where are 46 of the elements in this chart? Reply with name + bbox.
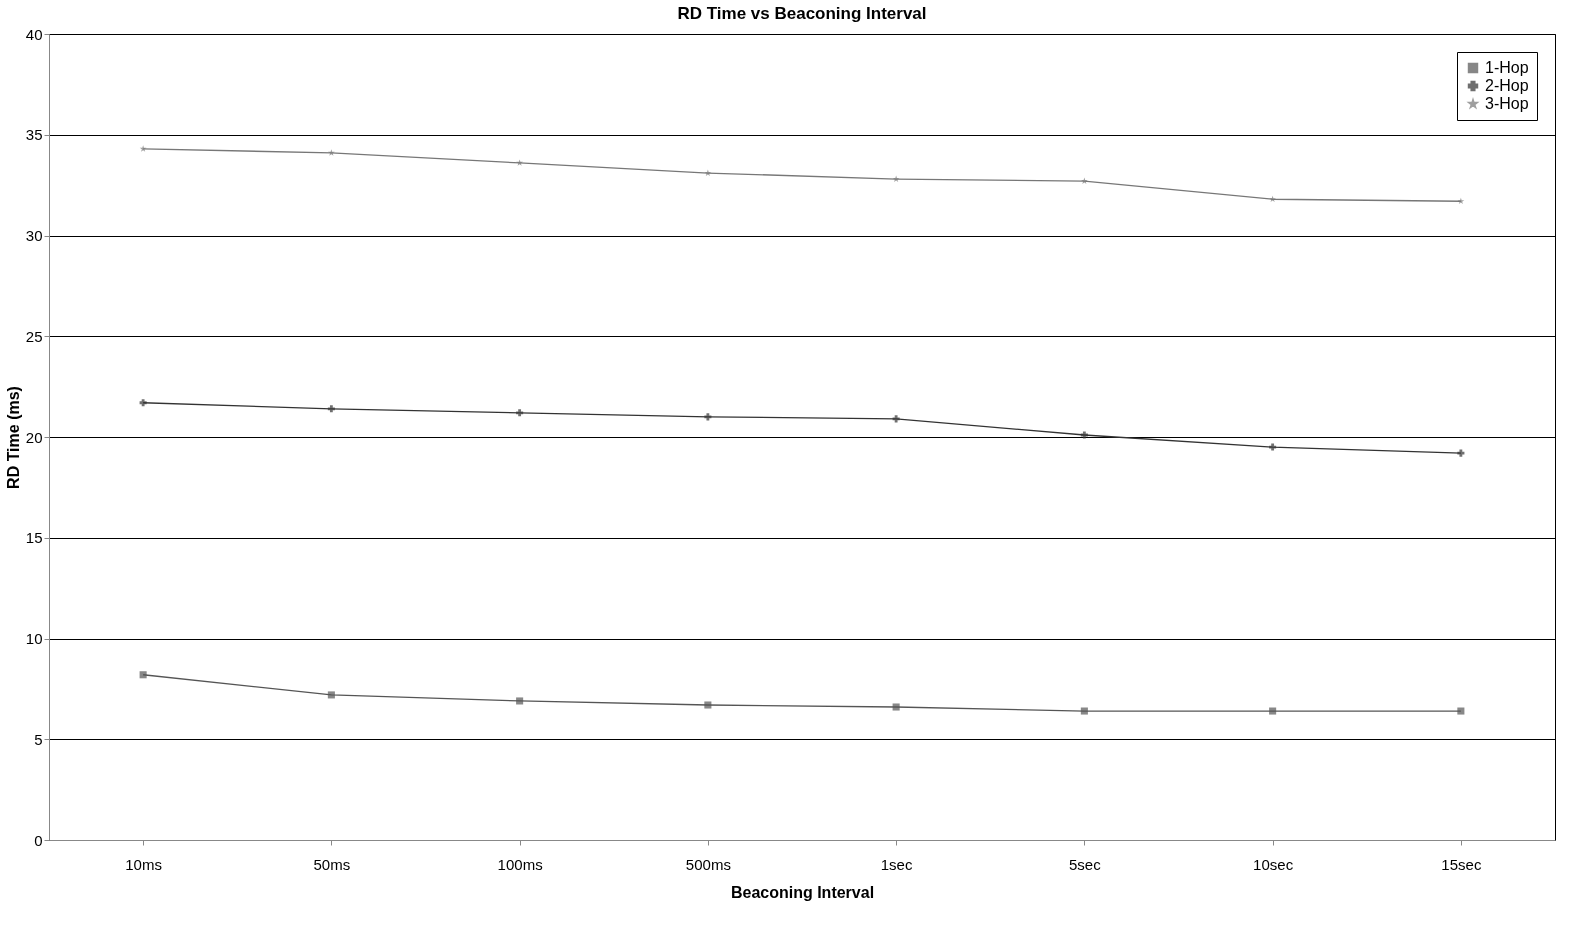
y-tick-label: 30 — [25, 227, 43, 244]
point — [1080, 431, 1088, 439]
y-tick-label: 5 — [34, 730, 43, 748]
x-axis-title: Beaconing Interval — [730, 883, 875, 901]
x-tick-label: 15sec — [1441, 855, 1482, 873]
y-tick-label: 40 — [25, 25, 43, 43]
point — [1457, 449, 1465, 457]
y-tick-label: 0 — [34, 831, 43, 849]
point — [516, 697, 524, 705]
x-tick-label: 5sec — [1069, 855, 1102, 873]
point — [1269, 443, 1277, 451]
x-tick-label: 10ms — [125, 855, 162, 873]
point — [1457, 707, 1465, 715]
x-tick-label: 100ms — [497, 855, 543, 873]
point — [892, 175, 900, 182]
y-axis-title: RD Time (ms) — [4, 386, 22, 489]
point — [1081, 177, 1088, 184]
y-tick-label: 35 — [25, 126, 43, 144]
point — [1080, 707, 1088, 715]
point — [892, 415, 900, 423]
x-tick-label: 1sec — [880, 855, 913, 873]
x-tick-label: 500ms — [685, 855, 731, 873]
point — [704, 701, 712, 709]
point — [328, 149, 335, 156]
x-tick-label: 10sec — [1253, 855, 1294, 873]
point — [516, 409, 524, 417]
point — [1457, 197, 1465, 205]
legend-label: 3-Hop — [1485, 95, 1529, 112]
point — [327, 405, 335, 413]
x-tick-label: 50ms — [313, 855, 351, 873]
point — [892, 703, 900, 711]
point — [139, 399, 147, 407]
y-tick-label: 25 — [25, 327, 43, 345]
legend-label: 1-Hop — [1485, 59, 1529, 76]
y-tick-label: 20 — [25, 428, 43, 446]
point — [1269, 195, 1276, 203]
point — [516, 159, 523, 166]
point — [327, 691, 335, 699]
point — [139, 671, 147, 679]
y-tick-label: 10 — [25, 630, 43, 647]
y-tick-label: 15 — [25, 529, 43, 547]
legend-label: 2-Hop — [1485, 77, 1529, 94]
point — [704, 169, 712, 176]
point — [1269, 707, 1277, 715]
chart-title: RD Time vs Beaconing Interval — [677, 4, 927, 23]
point — [704, 413, 712, 421]
